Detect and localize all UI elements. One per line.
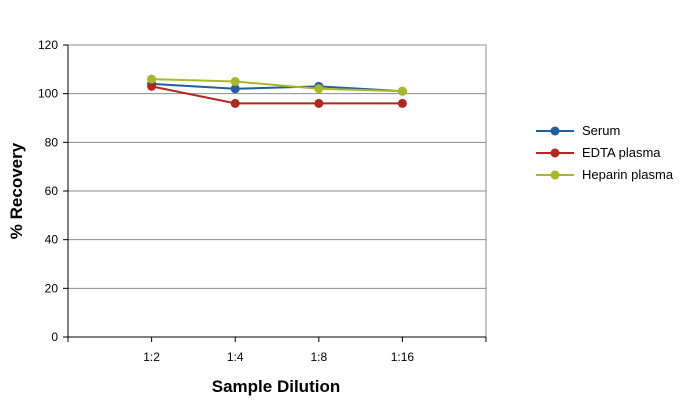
legend-swatch-marker	[550, 148, 560, 158]
y-tick-label: 0	[51, 330, 58, 344]
x-tick-labels: 1:2 1:4 1:8 1:16	[67, 337, 487, 364]
legend-item: EDTA plasma	[536, 145, 661, 160]
data-point	[147, 81, 157, 91]
x-tick-label: 1:8	[310, 350, 327, 364]
legend-label: EDTA plasma	[582, 145, 661, 160]
x-tick-label: 1:4	[227, 350, 244, 364]
y-tick-label: 80	[45, 135, 59, 149]
legend-label: Serum	[582, 123, 620, 138]
y-tick-label: 20	[45, 281, 59, 295]
x-tick-label: 1:16	[391, 350, 415, 364]
y-tick-label: 120	[38, 38, 58, 52]
legend: Serum EDTA plasma Heparin plasma	[536, 123, 674, 182]
y-tick-label: 40	[45, 233, 59, 247]
x-axis-title: Sample Dilution	[212, 377, 340, 396]
data-point	[230, 77, 240, 86]
data-point	[397, 98, 407, 108]
legend-item: Serum	[536, 123, 620, 138]
legend-item: Heparin plasma	[536, 167, 674, 182]
data-point	[230, 98, 240, 108]
y-tick-label: 60	[45, 184, 59, 198]
legend-swatch-marker	[550, 170, 560, 180]
data-point	[147, 74, 157, 84]
series-line	[151, 82, 403, 93]
series-line	[151, 78, 403, 93]
data-point	[314, 84, 324, 94]
y-tick-labels: 0 20 40 60 80 100 120	[38, 38, 68, 344]
x-tick-label: 1:2	[143, 350, 160, 364]
data-point	[314, 98, 324, 108]
series-heparin-plasma	[147, 74, 407, 96]
gridlines	[68, 44, 486, 289]
y-axis-title: % Recovery	[7, 142, 26, 239]
data-point	[230, 84, 240, 94]
series-group	[147, 74, 407, 108]
legend-swatch-marker	[550, 126, 560, 136]
y-tick-label: 100	[38, 87, 58, 101]
series-line	[151, 85, 403, 105]
data-point	[397, 86, 407, 96]
series-edta-plasma	[147, 81, 407, 108]
legend-label: Heparin plasma	[582, 167, 674, 182]
